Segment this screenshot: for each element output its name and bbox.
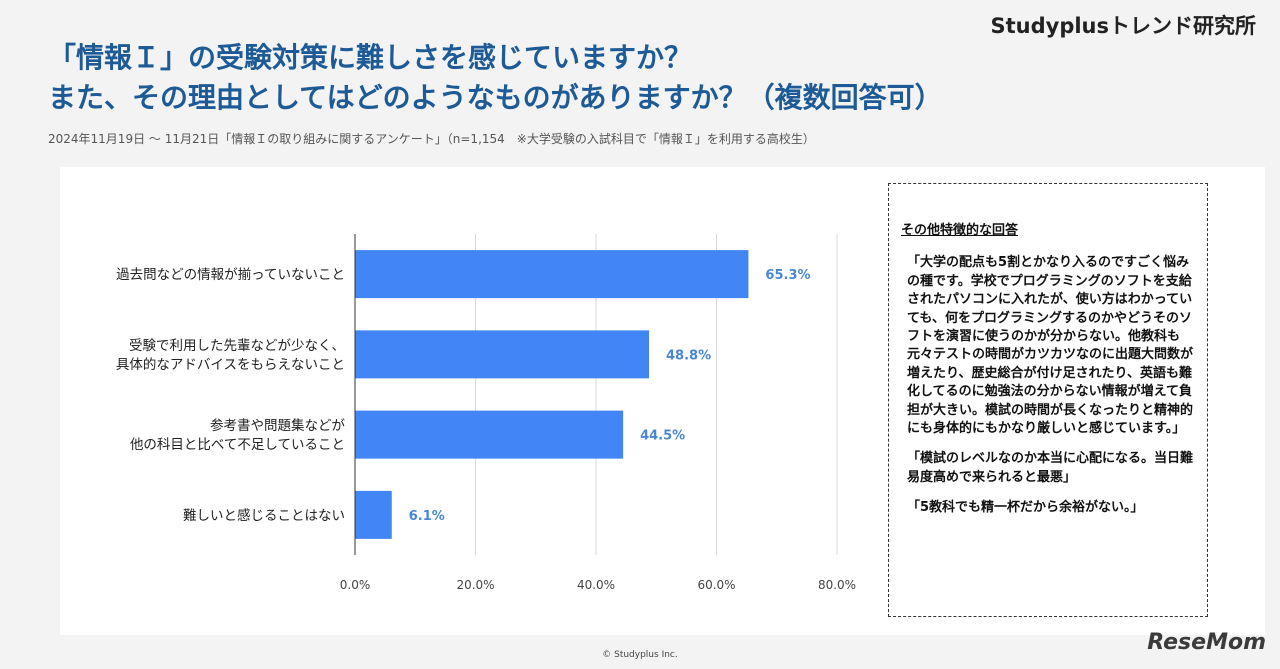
x-tick-label: 20.0% — [456, 578, 494, 592]
bar — [355, 250, 749, 299]
x-tick-label: 60.0% — [697, 578, 735, 592]
bar-chart: 0.0% 20.0% 40.0% 60.0% 80.0% 65.3% 過去問などの情報が揃っ… — [116, 234, 856, 592]
title-line-2: また、その理由としてはどのようなものがありますか？（複数回答可） — [48, 81, 943, 114]
bar — [355, 490, 392, 539]
notes-quote: 「5教科でも精一杯だから余裕がない。」 — [907, 500, 1144, 516]
category-label: 具体的なアドバイスをもらえないこと — [116, 357, 345, 373]
data-label: 65.3% — [765, 268, 810, 283]
x-tick-label: 40.0% — [577, 578, 615, 592]
data-label: 6.1% — [409, 509, 445, 524]
category-label: 他の科目と比べて不足していること — [130, 437, 345, 453]
title-line-1: 「情報Ｉ」の受験対策に難しさを感じていますか？ — [48, 41, 693, 74]
category-label: 参考書や問題集などが — [210, 417, 345, 434]
survey-subtitle: 2024年11月19日 〜 11月21日「情報Ｉの取り組みに関するアンケート」（… — [48, 132, 815, 146]
notes-quote: 「模試のレベルなのか本当に心配になる。当日難易度高めで来られると最悪」 — [907, 451, 1194, 485]
notes-box: その他特徴的な回答 「大学の配点も5割とかなり入るのですごく悩みの種です。学校で… — [888, 183, 1208, 617]
bar — [355, 330, 650, 379]
resemom-logo: ReseMom — [1147, 630, 1266, 655]
category-label: 過去問などの情報が揃っていないこと — [116, 267, 345, 283]
x-tick-label: 0.0% — [340, 578, 371, 592]
x-tick-label: 80.0% — [818, 578, 856, 592]
bar — [355, 410, 624, 459]
page-title: 「情報Ｉ」の受験対策に難しさを感じていますか？ また、その理由としてはどのような… — [48, 38, 943, 118]
category-label: 受験で利用した先輩などが少なく、 — [129, 338, 345, 354]
data-label: 48.8% — [666, 348, 711, 363]
notes-heading: その他特徴的な回答 — [901, 223, 1019, 238]
copyright-text: © Studyplus Inc. — [602, 650, 678, 660]
category-label: 難しいと感じることはない — [183, 507, 345, 524]
notes-quote: 「大学の配点も5割とかなり入るのですごく悩みの種です。学校でプログラミングのソフ… — [907, 255, 1194, 437]
brand-name: Studyplusトレンド研究所 — [990, 14, 1256, 38]
data-label: 44.5% — [640, 429, 685, 444]
